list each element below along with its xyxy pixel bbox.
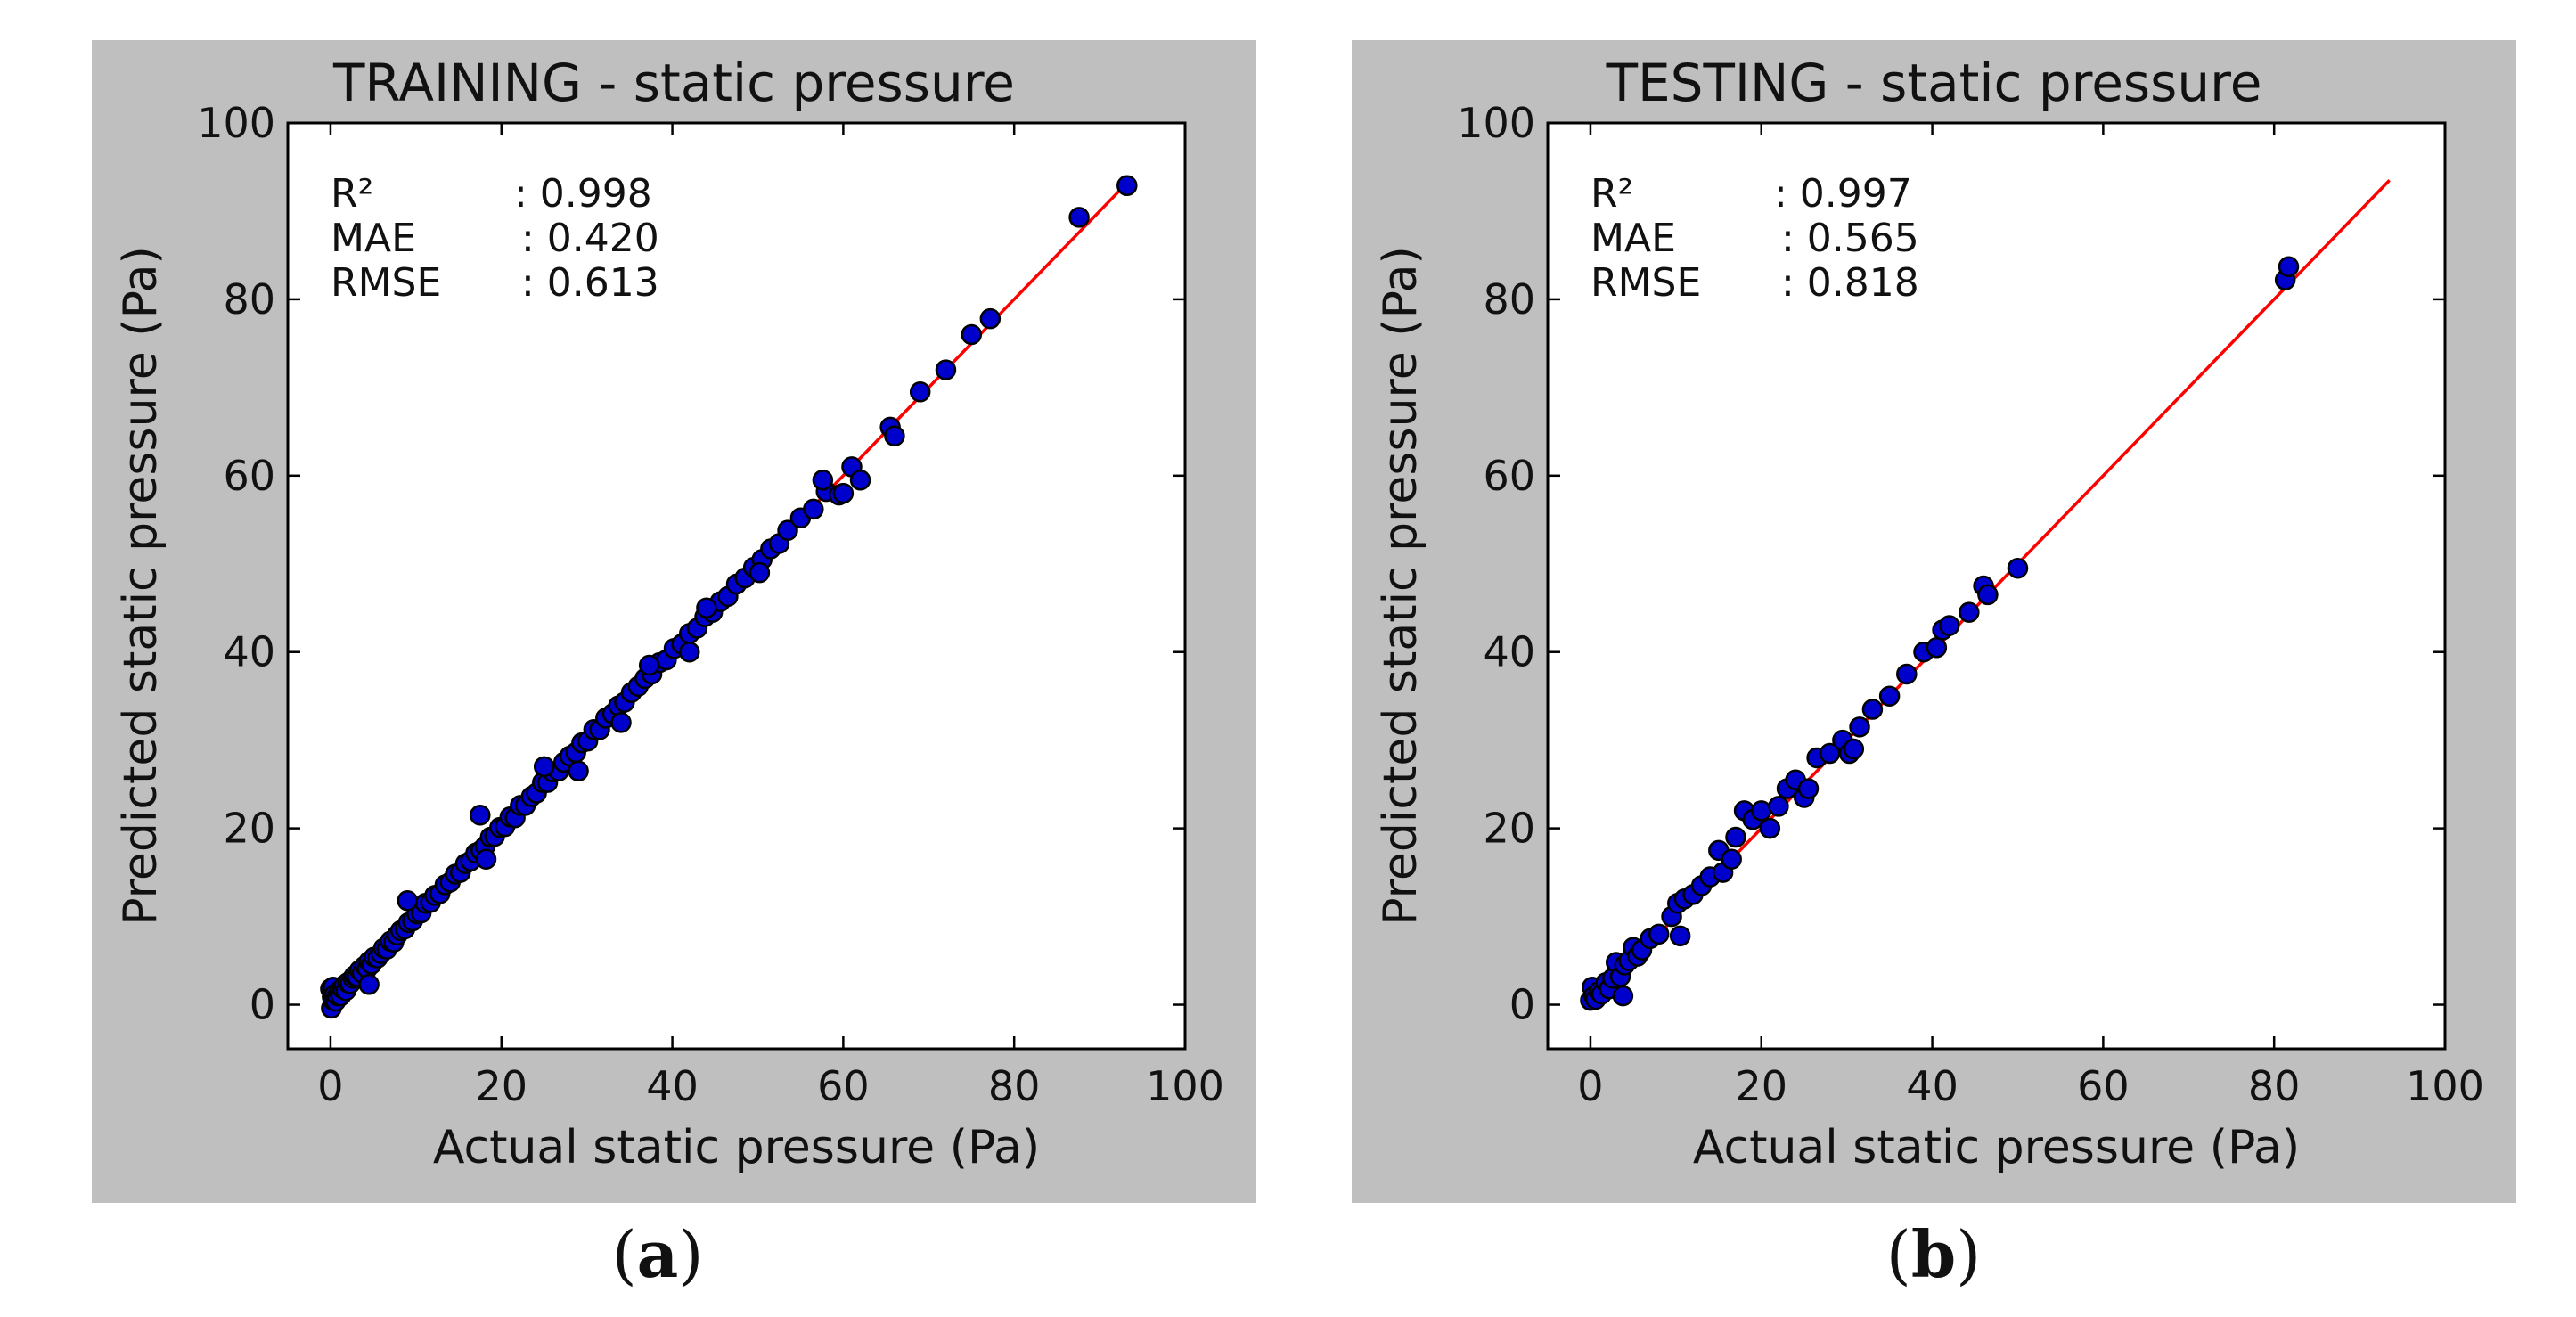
chart-title: TRAINING - static pressure [333, 53, 1015, 113]
panel-training: 0 20 40 60 80 100 0 20 40 60 80 100 Actual static pr… [92, 40, 1256, 1203]
data-point [1878, 685, 1901, 707]
x-tick-label: 40 [646, 1062, 699, 1110]
x-tick-label: 0 [317, 1062, 343, 1110]
stat-value: : 0.613 [521, 260, 659, 306]
y-tick-label: 0 [249, 981, 275, 1029]
plot-frame [1546, 121, 2447, 1051]
caption-close: ) [678, 1217, 704, 1292]
stat-value: : 0.818 [1781, 260, 1919, 306]
y-tick-label: 100 [197, 99, 275, 147]
data-point [935, 359, 957, 380]
x-tick-label: 80 [988, 1062, 1041, 1110]
y-tick-label: 20 [1483, 805, 1535, 853]
data-point [1977, 584, 1999, 606]
data-point [812, 470, 834, 491]
stat-value: : 0.420 [521, 216, 659, 261]
data-point [1797, 778, 1820, 799]
y-tick-label: 20 [223, 805, 275, 853]
data-point [2007, 557, 2029, 579]
stat-label: R² [1591, 171, 1634, 217]
stat-label: MAE [331, 216, 416, 261]
y-tick-label: 60 [1483, 452, 1535, 500]
data-point [638, 654, 660, 676]
data-point [909, 381, 931, 403]
y-tick-label: 0 [1509, 981, 1535, 1029]
caption-b: (b) [1844, 1216, 2023, 1292]
stat-label: MAE [1591, 216, 1676, 261]
data-point [1843, 738, 1865, 760]
chart-title: TESTING - static pressure [1606, 53, 2262, 113]
data-point [1896, 663, 1918, 685]
data-point [696, 597, 717, 618]
y-tick-label: 80 [1483, 275, 1535, 323]
stat-label: RMSE [1591, 260, 1702, 306]
data-point [1849, 716, 1870, 738]
panel-testing: 0 20 40 60 80 100 0 20 40 60 80 100 Actual static pr… [1352, 40, 2516, 1203]
data-point [1959, 601, 1980, 623]
data-point [961, 323, 982, 346]
y-tick-label: 40 [1483, 628, 1535, 676]
stat-label: R² [331, 171, 374, 217]
stat-value: : 0.565 [1781, 216, 1919, 261]
y-tick-label: 40 [223, 628, 275, 676]
data-point [533, 756, 555, 778]
data-point [1721, 848, 1742, 871]
data-point [475, 848, 497, 871]
data-point [2278, 256, 2300, 278]
x-tick-label: 100 [1146, 1062, 1224, 1110]
data-point [679, 641, 700, 663]
x-axis-label: Actual static pressure (Pa) [1693, 1121, 2300, 1174]
data-point [470, 805, 491, 826]
stat-value: : 0.997 [1774, 171, 1912, 217]
data-point [1861, 699, 1884, 720]
caption-close: ) [1956, 1217, 1982, 1292]
x-axis-label: Actual static pressure (Pa) [433, 1121, 1040, 1174]
data-point [1759, 817, 1781, 839]
plot-frame [286, 121, 1187, 1051]
caption-open: ( [1885, 1217, 1911, 1292]
data-point [1751, 800, 1772, 822]
x-tick-label: 80 [2248, 1062, 2301, 1110]
data-point [1768, 796, 1789, 817]
data-point [803, 498, 824, 520]
data-point [1926, 637, 1948, 658]
caption-a: (a) [568, 1216, 747, 1292]
y-tick-label: 80 [223, 275, 275, 323]
caption-letter: b [1910, 1216, 1957, 1292]
data-point [358, 974, 380, 995]
data-point [1612, 985, 1634, 1007]
data-point [1068, 207, 1090, 228]
caption-letter: a [636, 1216, 679, 1292]
caption-open: ( [611, 1217, 637, 1292]
data-point [748, 561, 771, 584]
y-tick-label: 60 [223, 452, 275, 500]
y-axis-label: Predicted static pressure (Pa) [1374, 246, 1427, 926]
stat-value: : 0.998 [514, 171, 652, 217]
data-point [884, 425, 905, 447]
data-point [777, 519, 798, 541]
training-chart: 0 20 40 60 80 100 0 20 40 60 80 100 Actual static pr… [114, 99, 1224, 1174]
x-tick-label: 20 [475, 1062, 527, 1110]
data-point [610, 712, 632, 733]
y-axis-label: Predicted static pressure (Pa) [114, 246, 168, 926]
data-point [568, 760, 589, 782]
y-tick-label: 100 [1457, 99, 1535, 147]
data-point [1939, 615, 1960, 636]
data-point [1725, 826, 1746, 848]
x-tick-label: 100 [2406, 1062, 2484, 1110]
data-point [1669, 925, 1691, 947]
x-tick-label: 60 [2077, 1062, 2130, 1110]
testing-chart: 0 20 40 60 80 100 0 20 40 60 80 100 Actual static pr… [1374, 99, 2484, 1174]
data-point [979, 307, 1002, 330]
x-tick-label: 20 [1735, 1062, 1787, 1110]
data-point [397, 890, 419, 912]
data-point [832, 482, 855, 504]
data-point [1648, 923, 1670, 945]
x-tick-label: 60 [817, 1062, 870, 1110]
data-point [849, 470, 871, 491]
x-tick-label: 40 [1906, 1062, 1959, 1110]
x-tick-label: 0 [1577, 1062, 1603, 1110]
stat-label: RMSE [331, 260, 442, 306]
data-point [1116, 175, 1138, 197]
